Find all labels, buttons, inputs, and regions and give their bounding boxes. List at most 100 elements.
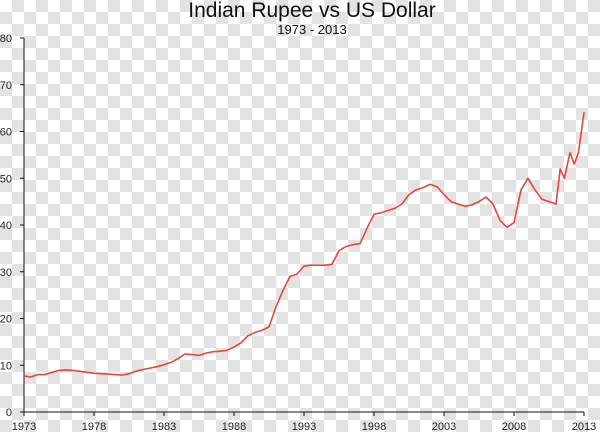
data-point — [584, 112, 585, 113]
chart-title: Indian Rupee vs US Dollar — [188, 0, 435, 22]
data-point — [486, 197, 487, 198]
data-point — [192, 354, 193, 355]
data-point — [87, 372, 88, 373]
data-point — [269, 326, 270, 327]
data-point — [220, 351, 221, 352]
data-point — [465, 206, 466, 207]
y-tick-label: 70 — [0, 80, 12, 92]
data-point — [80, 371, 81, 372]
data-point — [578, 152, 579, 153]
data-point — [24, 376, 25, 377]
data-point — [129, 373, 130, 374]
data-point — [360, 243, 361, 244]
data-point — [318, 265, 319, 266]
data-point — [416, 189, 417, 190]
data-point — [45, 374, 46, 375]
x-tick-label: 1998 — [362, 421, 386, 432]
data-point — [283, 290, 284, 291]
data-point — [409, 194, 410, 195]
y-tick-label: 80 — [0, 33, 12, 45]
y-axis: 0 10 20 30 40 50 60 70 80 — [0, 33, 25, 419]
data-point — [171, 362, 172, 363]
data-point — [304, 266, 305, 267]
data-point — [150, 368, 151, 369]
data-point — [339, 250, 340, 251]
data-point — [227, 350, 228, 351]
data-point — [367, 228, 368, 229]
data-point — [290, 276, 291, 277]
data-point — [535, 189, 536, 190]
x-tick-label: 2003 — [432, 421, 456, 432]
x-axis: 1973 1978 1983 1988 1993 1998 2003 2008 2013 — [12, 411, 596, 432]
data-point — [549, 201, 550, 202]
data-point — [451, 201, 452, 202]
data-point — [297, 274, 298, 275]
data-point — [52, 372, 53, 373]
data-point — [31, 376, 32, 377]
data-point — [108, 374, 109, 375]
x-tick-label: 1993 — [292, 421, 316, 432]
data-point — [521, 189, 522, 190]
data-point — [353, 244, 354, 245]
data-point — [479, 201, 480, 202]
data-point — [395, 208, 396, 209]
data-point — [248, 335, 249, 336]
data-point — [241, 342, 242, 343]
data-point — [94, 373, 95, 374]
y-tick-label: 50 — [0, 173, 12, 185]
data-point — [444, 194, 445, 195]
data-point — [542, 199, 543, 200]
data-point — [402, 204, 403, 205]
chart-subtitle: 1973 - 2013 — [277, 22, 346, 37]
data-point — [122, 375, 123, 376]
data-point — [157, 366, 158, 367]
data-point — [423, 187, 424, 188]
data-point — [206, 353, 207, 354]
data-point — [528, 178, 529, 179]
data-point — [325, 265, 326, 266]
data-point — [73, 370, 74, 371]
data-point — [472, 204, 473, 205]
data-point — [493, 204, 494, 205]
x-tick-label: 2008 — [502, 421, 526, 432]
data-point — [560, 168, 561, 169]
data-point — [59, 370, 60, 371]
data-point — [570, 152, 571, 153]
data-point — [564, 178, 565, 179]
data-point — [136, 371, 137, 372]
data-point — [276, 306, 277, 307]
data-point — [514, 222, 515, 223]
data-point — [556, 204, 557, 205]
data-point — [101, 373, 102, 374]
y-tick-label: 40 — [0, 220, 12, 232]
data-point — [143, 369, 144, 370]
data-point — [66, 369, 67, 370]
y-tick-label: 60 — [0, 127, 12, 139]
data-point — [458, 204, 459, 205]
data-point — [574, 164, 575, 165]
y-tick-label: 0 — [6, 407, 12, 419]
data-point — [255, 332, 256, 333]
data-point — [185, 354, 186, 355]
data-point — [234, 347, 235, 348]
data-point — [388, 210, 389, 211]
data-point — [38, 374, 39, 375]
y-tick-label: 20 — [0, 314, 12, 326]
data-point — [178, 358, 179, 359]
data-point — [507, 227, 508, 228]
y-tick-label: 10 — [0, 360, 12, 372]
data-point — [262, 330, 263, 331]
data-point — [346, 246, 347, 247]
data-point — [500, 220, 501, 221]
data-point — [199, 355, 200, 356]
data-point — [430, 184, 431, 185]
data-point — [381, 212, 382, 213]
data-point — [213, 351, 214, 352]
series-line — [23, 112, 585, 378]
data-point — [332, 264, 333, 265]
y-tick-label: 30 — [0, 267, 12, 279]
x-tick-label: 1978 — [82, 421, 106, 432]
x-tick-label: 1983 — [152, 421, 176, 432]
data-point — [164, 364, 165, 365]
